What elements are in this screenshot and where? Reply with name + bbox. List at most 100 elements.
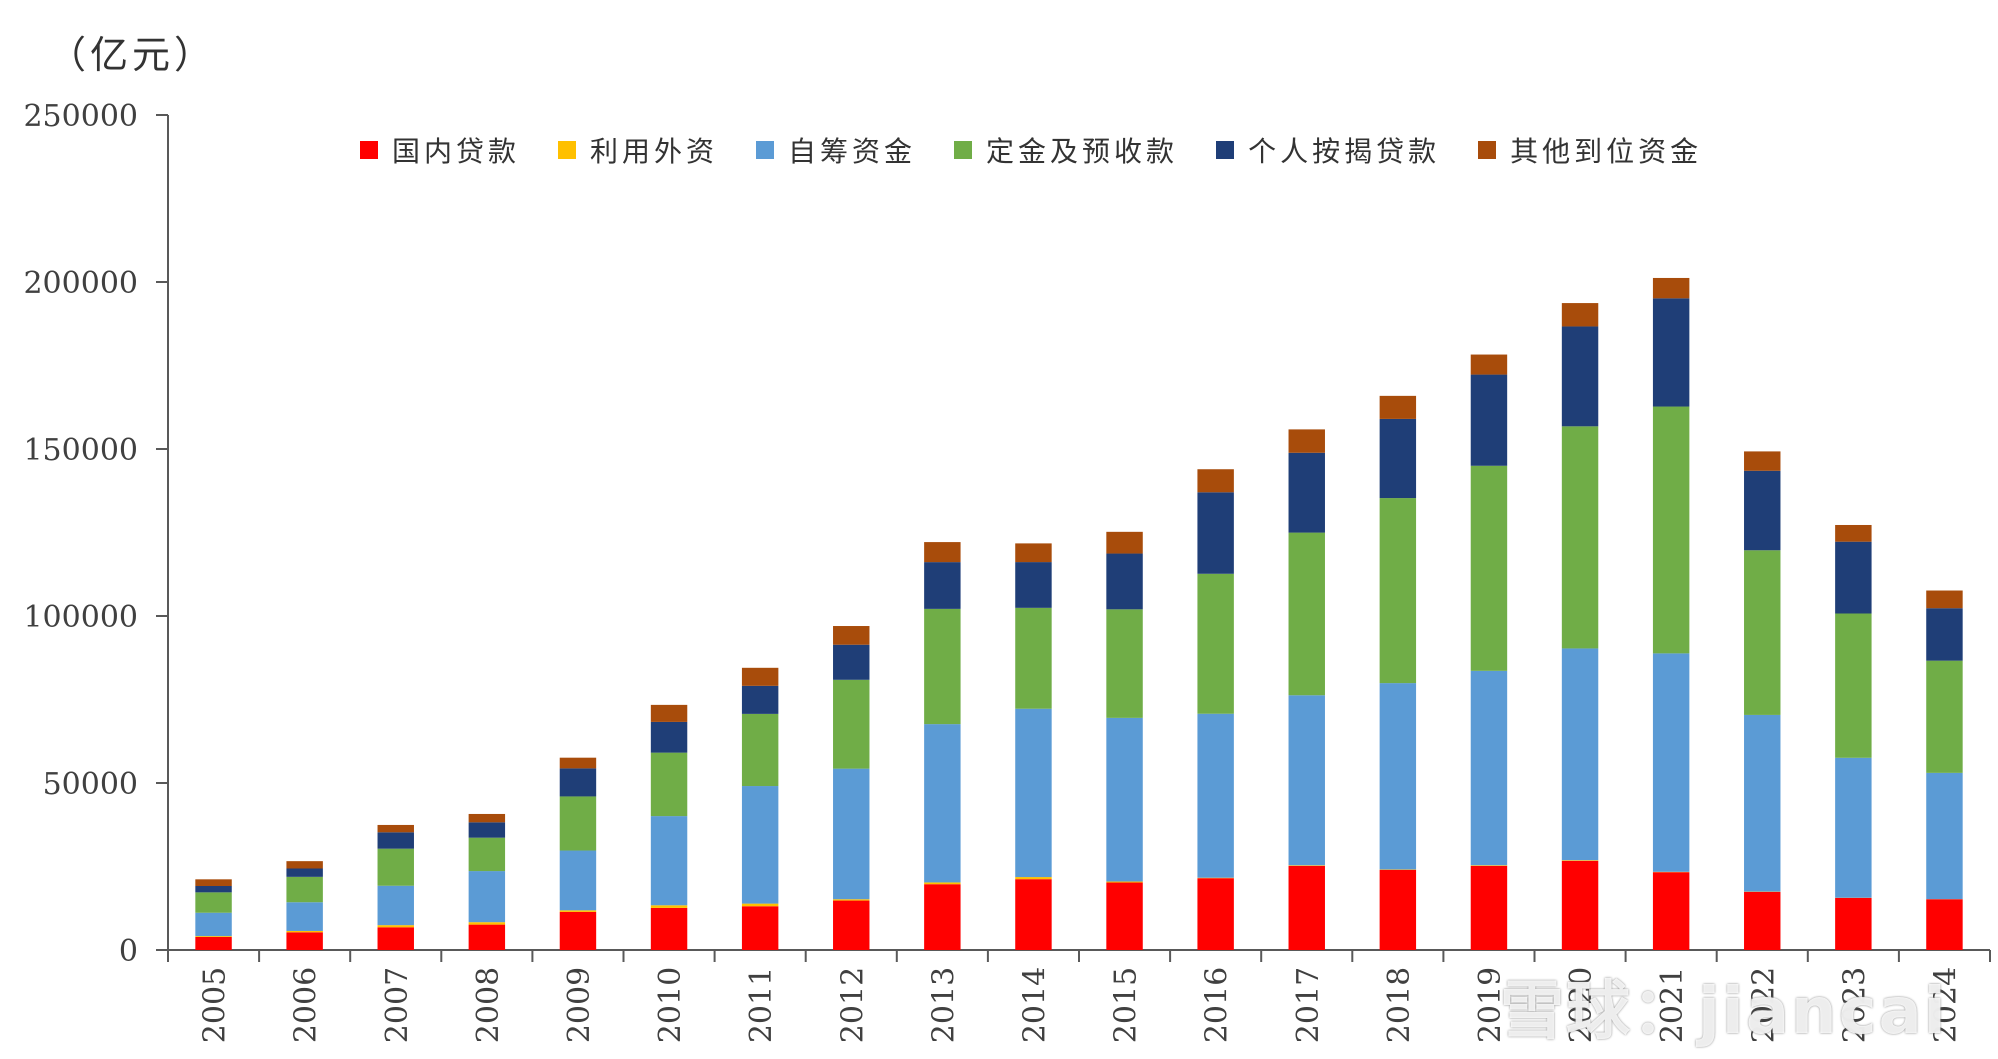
bar-segment-2017-s0 (1288, 865, 1325, 950)
bar-segment-2006-s2 (286, 902, 323, 931)
legend-swatch (360, 141, 378, 159)
x-tick-label: 2009 (562, 967, 597, 1043)
bar-segment-2013-s4 (924, 562, 961, 609)
bar-segment-2023-s4 (1835, 541, 1872, 614)
bar-segment-2015-s2 (1106, 717, 1143, 882)
bar-segment-2011-s3 (741, 713, 779, 787)
bar-segment-2015-s1 (1106, 881, 1143, 883)
bar-segment-2012-s2 (833, 768, 870, 900)
x-tick-label: 2024 (1928, 967, 1963, 1043)
x-tick-label: 2019 (1473, 967, 1508, 1043)
x-tick-label: 2014 (1017, 967, 1052, 1043)
bar-segment-2005-s0 (195, 936, 232, 950)
x-tick-label: 2017 (1291, 967, 1326, 1043)
bar-segment-2019-s1 (1470, 865, 1508, 866)
bar-segment-2016-s4 (1197, 492, 1234, 574)
bar-segment-2022-s0 (1744, 891, 1781, 950)
bar-segment-2018-s3 (1379, 498, 1417, 684)
legend-item: 自筹资金 (756, 130, 916, 170)
y-tick-label: 150000 (23, 433, 138, 468)
bar-segment-2012-s4 (833, 644, 870, 680)
y-tick-label: 50000 (43, 767, 138, 802)
bar-segment-2023-s0 (1835, 897, 1872, 950)
bar-segment-2006-s3 (286, 876, 323, 903)
x-tick-label: 2005 (198, 967, 233, 1043)
bar-segment-2012-s1 (833, 899, 870, 901)
bar-segment-2009-s4 (559, 768, 597, 797)
bar-segment-2014-s4 (1015, 562, 1052, 608)
legend-item: 其他到位资金 (1478, 130, 1702, 170)
x-tick-label: 2011 (744, 967, 779, 1043)
bar-segment-2008-s1 (468, 922, 506, 925)
bar-segment-2010-s4 (650, 721, 688, 753)
bar-segment-2014-s5 (1015, 543, 1052, 563)
bar-segment-2019-s0 (1470, 865, 1508, 950)
bar-segment-2013-s2 (924, 724, 961, 883)
bar-segment-2011-s2 (741, 786, 779, 904)
bar-segment-2007-s2 (377, 885, 414, 926)
bar-segment-2016-s5 (1197, 469, 1234, 493)
bar-segment-2010-s5 (650, 704, 688, 722)
bar-segment-2018-s0 (1379, 869, 1417, 950)
bar-segment-2023-s2 (1835, 757, 1872, 898)
bar-segment-2021-s5 (1652, 277, 1690, 299)
x-tick-label: 2008 (471, 967, 506, 1043)
bar-segment-2009-s0 (559, 911, 597, 950)
bar-segment-2016-s3 (1197, 573, 1234, 714)
legend-item: 个人按揭贷款 (1216, 130, 1440, 170)
x-tick-label: 2020 (1564, 967, 1599, 1043)
bar-segment-2006-s1 (286, 930, 323, 933)
bar-segment-2014-s2 (1015, 708, 1052, 878)
bar-segment-2017-s4 (1288, 452, 1325, 533)
x-tick-label: 2007 (380, 967, 415, 1043)
legend-swatch (1216, 141, 1235, 159)
y-tick-label: 0 (119, 934, 138, 969)
bar-segment-2011-s4 (741, 685, 779, 714)
bar-segment-2018-s2 (1379, 683, 1417, 870)
bar-segment-2024-s3 (1926, 660, 1963, 773)
bar-segment-2021-s2 (1652, 653, 1690, 872)
bar-segment-2021-s0 (1652, 872, 1690, 950)
bar-segment-2017-s3 (1288, 532, 1325, 696)
bar-segment-2012-s5 (833, 626, 870, 645)
bar-segment-2005-s1 (195, 936, 232, 937)
bar-segment-2019-s5 (1470, 354, 1508, 375)
x-tick-label: 2013 (926, 967, 961, 1043)
bar-segment-2015-s0 (1106, 882, 1143, 950)
x-tick-label: 2006 (289, 967, 324, 1043)
bar-segment-2010-s1 (650, 905, 688, 908)
x-tick-label: 2015 (1109, 967, 1144, 1043)
bar-segment-2022-s2 (1744, 714, 1781, 892)
bar-segment-2020-s5 (1561, 303, 1599, 327)
bar-segment-2008-s3 (468, 837, 506, 872)
bar-segment-2007-s0 (377, 927, 414, 950)
bar-segment-2023-s3 (1835, 613, 1872, 758)
legend-swatch (1478, 141, 1497, 159)
bar-segment-2008-s4 (468, 822, 506, 838)
bar-segment-2020-s2 (1561, 648, 1599, 861)
y-axis-unit-label: （亿元） (48, 33, 217, 77)
bar-segment-2011-s5 (741, 667, 779, 686)
x-tick-label: 2023 (1837, 967, 1872, 1043)
legend-label: 其他到位资金 (1510, 135, 1703, 168)
bar-segment-2005-s2 (195, 912, 232, 937)
x-tick-label: 2021 (1655, 967, 1690, 1043)
bar-segment-2016-s2 (1197, 713, 1234, 878)
bar-segment-2007-s5 (377, 824, 414, 833)
bar-segment-2020-s3 (1561, 426, 1599, 649)
bar-segment-2008-s2 (468, 871, 506, 923)
bar-segment-2009-s1 (559, 910, 597, 912)
legend-item: 定金及预收款 (954, 130, 1178, 170)
x-tick-label: 2010 (653, 967, 688, 1043)
bar-segment-2009-s3 (559, 796, 597, 851)
bar-segment-2012-s3 (833, 679, 870, 769)
bar-segment-2008-s5 (468, 813, 506, 823)
bar-segment-2022-s3 (1744, 550, 1781, 715)
bar-segment-2020-s1 (1561, 860, 1599, 861)
watermark: 雪球：jiancai (1500, 975, 1948, 1049)
bar-segment-2015-s3 (1106, 609, 1143, 718)
bar-segment-2005-s4 (195, 886, 232, 893)
bar-segment-2019-s4 (1470, 374, 1508, 466)
x-tick-label: 2012 (835, 967, 870, 1043)
bar-segment-2020-s4 (1561, 326, 1599, 427)
